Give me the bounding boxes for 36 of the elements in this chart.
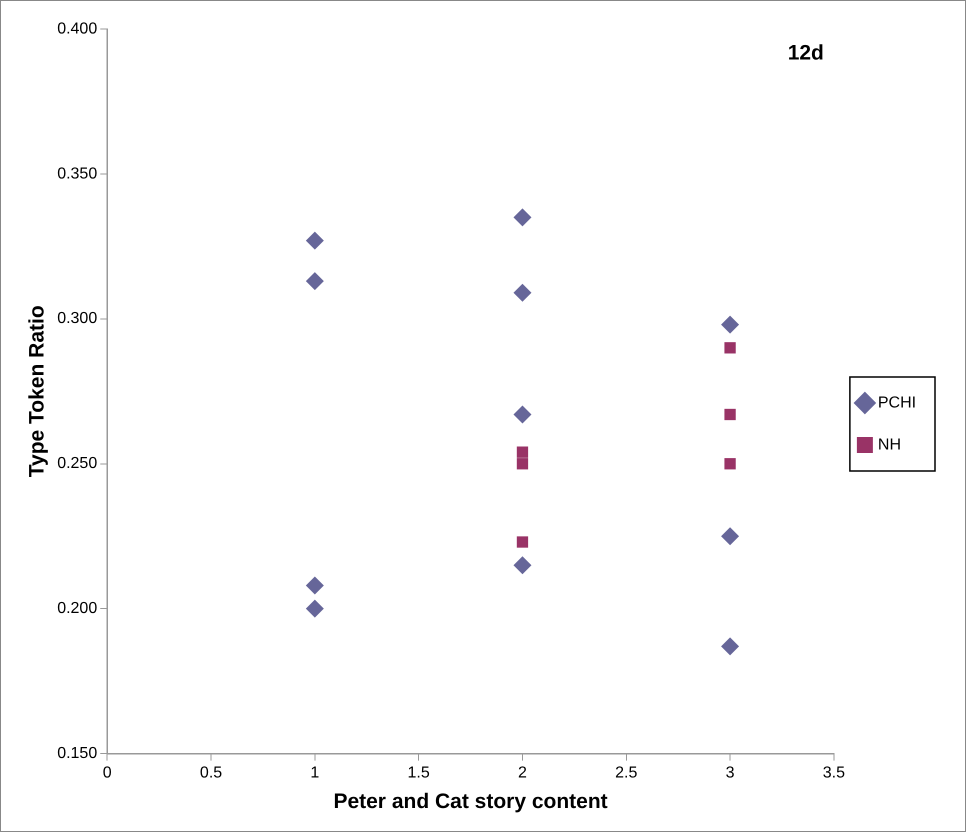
x-axis-title: Peter and Cat story content: [333, 790, 608, 814]
legend-label: PCHI: [878, 394, 926, 412]
point: [306, 272, 324, 290]
x-tick-label: 3.5: [822, 764, 846, 782]
legend-label: NH: [878, 436, 910, 454]
point: [516, 446, 528, 458]
y-tick-label: 0.350: [57, 165, 98, 182]
y-axis-title: Type Token Ratio: [25, 305, 48, 478]
x-tick-label: 2.5: [615, 764, 638, 782]
y-tick-label: 0.250: [57, 455, 98, 472]
x-tick-label: 1.5: [408, 764, 430, 782]
y-tick-label: 0.400: [57, 20, 98, 38]
point: [306, 232, 324, 250]
point: [513, 284, 532, 302]
y-tick-label: 0.200: [57, 600, 98, 618]
point: [724, 408, 736, 420]
point: [513, 556, 532, 574]
point: [724, 342, 736, 354]
x-tick-label: 1: [310, 764, 320, 782]
point: [724, 458, 736, 470]
point: [513, 208, 532, 226]
y-tick-label: 0.150: [57, 745, 98, 762]
point: [306, 576, 324, 594]
x-tick-label: 2: [518, 764, 528, 782]
point: [306, 600, 324, 618]
point: [516, 536, 528, 548]
point: [516, 458, 528, 470]
x-tick-label: 0.5: [200, 764, 222, 782]
x-tick-label: 3: [726, 764, 735, 782]
point: [721, 637, 740, 656]
point: [721, 527, 740, 546]
point: [721, 316, 740, 334]
point: [513, 405, 532, 424]
annotation: 12d: [788, 41, 824, 64]
x-tick-label: 0: [102, 764, 112, 782]
y-tick-label: 0.300: [57, 310, 98, 328]
